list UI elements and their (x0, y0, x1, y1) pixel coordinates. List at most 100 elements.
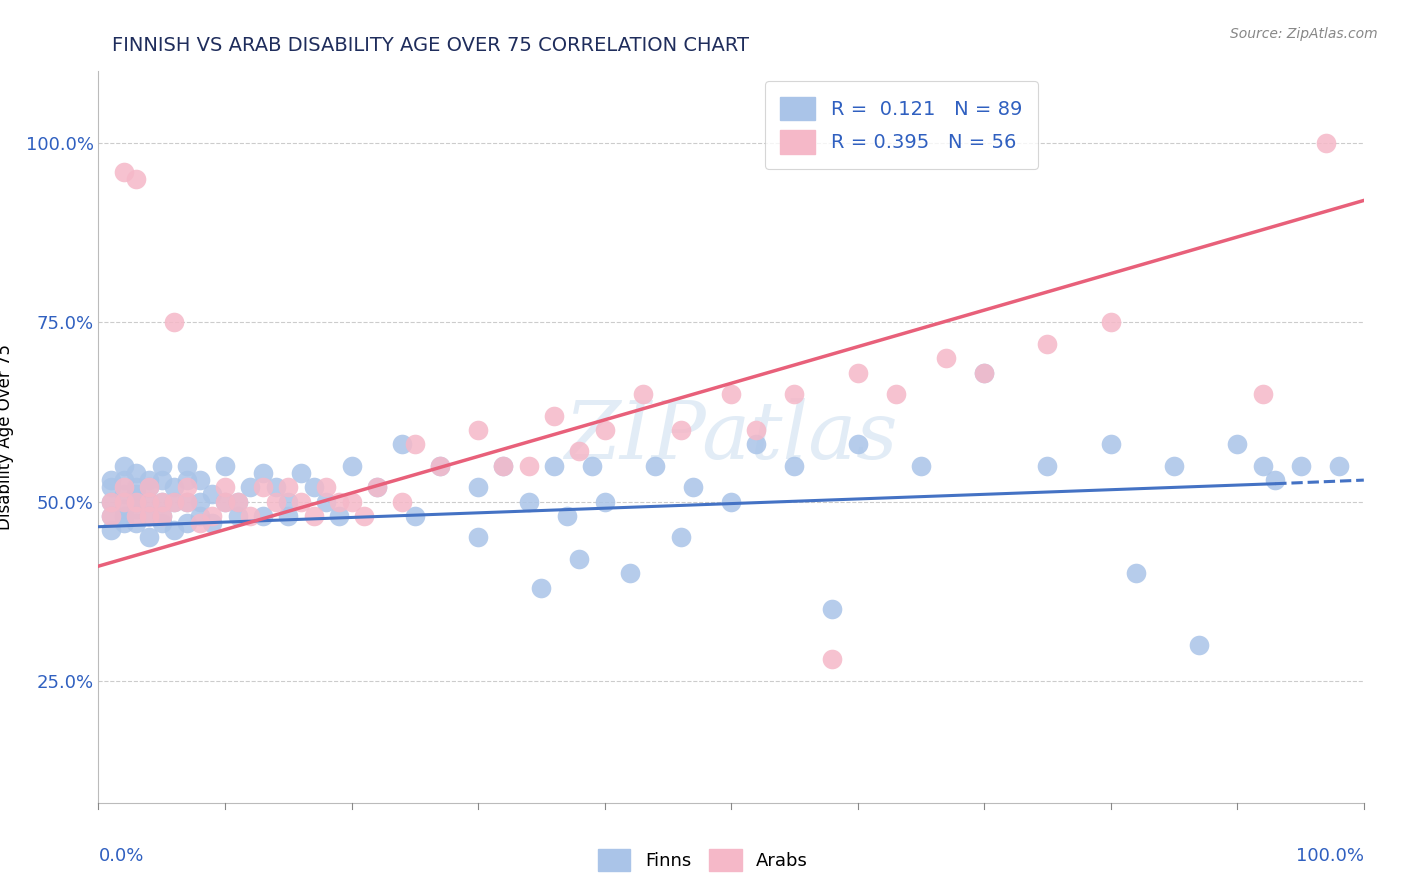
Point (783, 387, 806, 401)
Point (492, 458, 515, 473)
Point (125, 494, 148, 508)
Point (619, 566, 641, 581)
Point (543, 458, 565, 473)
Point (125, 494, 148, 508)
Point (631, 387, 654, 401)
Point (846, 437, 869, 451)
Point (555, 508, 578, 523)
Point (125, 466, 148, 480)
Point (138, 473, 160, 487)
Point (593, 494, 616, 508)
Point (138, 480, 160, 494)
Point (429, 458, 451, 473)
Point (138, 508, 160, 523)
Point (884, 387, 907, 401)
Point (568, 552, 591, 566)
Point (973, 366, 995, 380)
Point (315, 494, 337, 508)
Point (112, 480, 135, 494)
Point (201, 516, 224, 530)
Point (100, 508, 122, 523)
Point (1264, 473, 1286, 487)
Point (125, 172, 148, 186)
Point (100, 473, 122, 487)
Point (112, 494, 135, 508)
Point (391, 494, 413, 508)
Point (150, 473, 173, 487)
Point (112, 487, 135, 501)
Point (366, 480, 388, 494)
Point (125, 480, 148, 494)
Point (252, 508, 274, 523)
Point (125, 487, 148, 501)
Point (188, 494, 211, 508)
Point (214, 480, 236, 494)
Point (264, 494, 287, 508)
Point (176, 473, 198, 487)
Text: 0.0%: 0.0% (98, 847, 143, 864)
Point (188, 508, 211, 523)
Point (1226, 437, 1249, 451)
Point (112, 516, 135, 530)
Point (391, 437, 413, 451)
Point (201, 508, 224, 523)
Point (214, 494, 236, 508)
Point (1099, 315, 1122, 329)
Point (328, 508, 350, 523)
Point (188, 473, 211, 487)
Point (593, 423, 616, 437)
Point (821, 652, 844, 666)
Point (315, 480, 337, 494)
Point (226, 494, 249, 508)
Point (568, 444, 591, 458)
Point (821, 602, 844, 616)
Legend: Finns, Arabs: Finns, Arabs (591, 842, 815, 879)
Point (100, 494, 122, 508)
Point (1315, 136, 1337, 150)
Point (669, 423, 692, 437)
Point (581, 458, 603, 473)
Point (429, 458, 451, 473)
Point (100, 494, 122, 508)
Point (138, 531, 160, 545)
Point (1327, 458, 1350, 473)
Point (328, 494, 350, 508)
Text: 100.0%: 100.0% (1296, 847, 1364, 864)
Point (125, 501, 148, 516)
Y-axis label: Disability Age Over 75: Disability Age Over 75 (0, 344, 14, 530)
Point (252, 480, 274, 494)
Point (302, 508, 325, 523)
Point (720, 494, 742, 508)
Point (214, 494, 236, 508)
Point (644, 458, 666, 473)
Point (176, 494, 198, 508)
Point (935, 351, 957, 366)
Point (846, 366, 869, 380)
Point (669, 531, 692, 545)
Point (720, 387, 742, 401)
Point (150, 508, 173, 523)
Point (138, 494, 160, 508)
Point (517, 494, 540, 508)
Point (1036, 336, 1059, 351)
Point (112, 458, 135, 473)
Point (517, 458, 540, 473)
Point (290, 494, 312, 508)
Text: FINNISH VS ARAB DISABILITY AGE OVER 75 CORRELATION CHART: FINNISH VS ARAB DISABILITY AGE OVER 75 C… (112, 36, 749, 54)
Point (1188, 638, 1211, 652)
Point (125, 516, 148, 530)
Point (163, 480, 186, 494)
Point (239, 508, 262, 523)
Point (239, 480, 262, 494)
Point (150, 458, 173, 473)
Point (226, 494, 249, 508)
Point (340, 458, 363, 473)
Point (1251, 458, 1274, 473)
Point (783, 458, 806, 473)
Point (112, 473, 135, 487)
Point (201, 487, 224, 501)
Point (1289, 458, 1312, 473)
Point (150, 494, 173, 508)
Point (252, 466, 274, 480)
Point (1099, 437, 1122, 451)
